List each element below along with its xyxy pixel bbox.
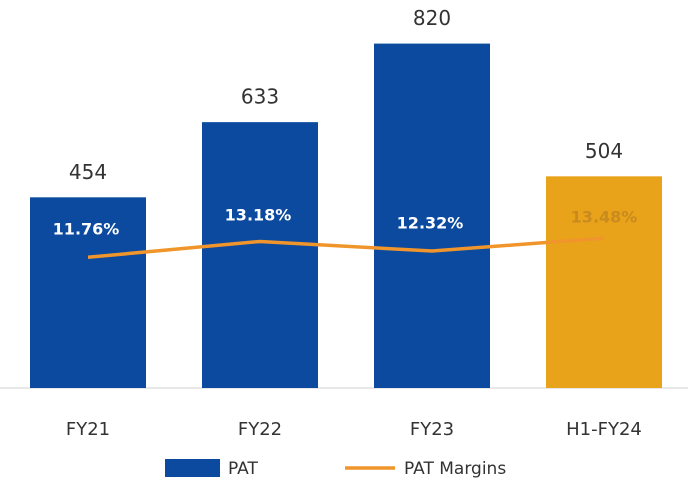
x-tick-label: FY22 bbox=[238, 419, 282, 440]
margin-line bbox=[87, 236, 605, 259]
margin-label: 12.32% bbox=[397, 214, 464, 233]
x-tick-label: FY21 bbox=[66, 419, 110, 440]
x-tick-label: H1-FY24 bbox=[566, 419, 642, 440]
margin-label: 13.18% bbox=[225, 206, 292, 225]
legend-label: PAT Margins bbox=[404, 459, 506, 479]
bar bbox=[546, 176, 662, 388]
legend-label: PAT bbox=[228, 459, 258, 479]
bar bbox=[30, 197, 146, 388]
bar bbox=[374, 43, 490, 388]
margin-label: 11.76% bbox=[53, 220, 120, 239]
x-tick-label: FY23 bbox=[410, 419, 454, 440]
bar-value-label: 633 bbox=[241, 85, 279, 109]
bar-value-label: 820 bbox=[413, 6, 451, 30]
margin-label: 13.48% bbox=[571, 208, 638, 227]
bar-value-label: 454 bbox=[69, 160, 107, 184]
legend-swatch bbox=[165, 459, 220, 477]
bar-value-label: 504 bbox=[585, 139, 623, 163]
bar bbox=[202, 122, 318, 388]
